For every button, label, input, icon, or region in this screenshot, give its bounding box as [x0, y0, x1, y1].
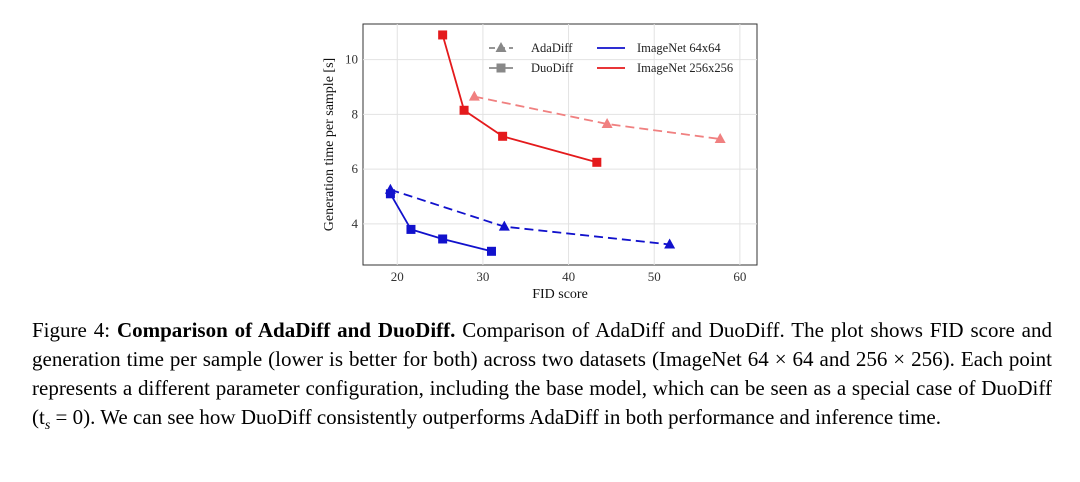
series-adadiff-imagenet-256x256 — [468, 90, 726, 144]
series-line — [441, 34, 598, 164]
y-tick-label: 6 — [352, 161, 359, 176]
square-marker — [486, 246, 496, 256]
grid-lines — [363, 24, 757, 265]
square-marker — [385, 189, 395, 199]
legend-label: ImageNet 64x64 — [637, 41, 721, 55]
legend: AdaDiff DuoDiff ImageNet 64x64 ImageNet 256… — [489, 41, 733, 75]
series-line — [474, 95, 721, 140]
triangle-marker — [498, 220, 510, 231]
series-duodiff-imagenet-64x64 — [385, 189, 496, 256]
triangle-marker — [495, 42, 507, 52]
x-tick-label: 20 — [391, 269, 404, 284]
x-axis-label: FID score — [532, 287, 588, 302]
triangle-marker — [468, 90, 480, 101]
square-marker — [498, 131, 508, 141]
square-marker — [459, 105, 469, 115]
square-marker — [438, 234, 448, 244]
caption-label: Figure 4: — [32, 318, 117, 342]
caption-subscript: s — [44, 418, 51, 434]
x-tick-label: 40 — [562, 269, 575, 284]
series-layer — [384, 30, 726, 256]
legend-label: ImageNet 256x256 — [637, 61, 733, 75]
y-tick-label: 10 — [345, 52, 358, 67]
square-marker — [406, 224, 416, 234]
axis-ticks: 20 30 40 50 60 4 6 8 10 — [345, 52, 746, 284]
legend-label: DuoDiff — [531, 61, 574, 75]
square-marker — [496, 63, 506, 73]
comparison-chart: 20 30 40 50 60 4 6 8 10 FID score Generation tim… — [322, 23, 758, 302]
plot-area — [362, 23, 758, 266]
square-marker — [438, 30, 448, 40]
y-tick-label: 8 — [352, 106, 359, 121]
series-line — [389, 193, 492, 253]
triangle-marker — [714, 133, 726, 144]
legend-label: AdaDiff — [531, 41, 573, 55]
x-tick-label: 50 — [648, 269, 661, 284]
x-tick-label: 60 — [733, 269, 746, 284]
series-duodiff-imagenet-256x256 — [438, 30, 602, 167]
y-axis-label: Generation time per sample [s] — [322, 58, 337, 231]
caption-text-after: = 0). We can see how DuoDiff consistentl… — [50, 405, 942, 429]
triangle-marker — [664, 238, 676, 249]
square-marker — [592, 157, 602, 167]
caption-title: Comparison of AdaDiff and DuoDiff. — [116, 318, 456, 342]
x-tick-label: 30 — [476, 269, 489, 284]
y-tick-label: 4 — [352, 216, 359, 231]
caption-text: Comparison of AdaDiff and DuoDiff. The p… — [32, 318, 1052, 429]
triangle-marker — [601, 117, 613, 128]
figure-caption: Figure 4: Comparison of AdaDiff and DuoD… — [32, 316, 1052, 440]
